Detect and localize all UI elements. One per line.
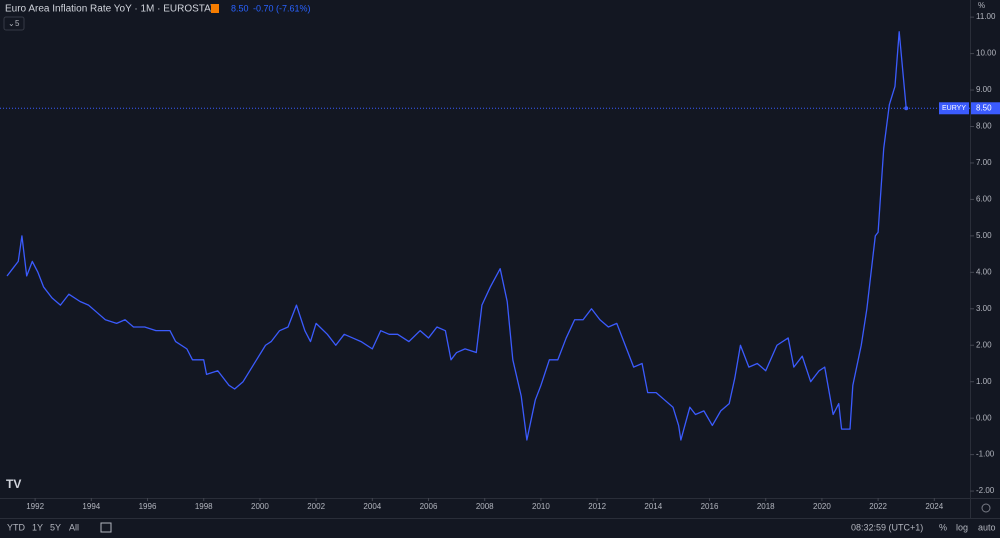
range-button[interactable]: 1Y <box>32 522 43 532</box>
x-tick-label: 2022 <box>869 502 887 511</box>
flag-icon <box>211 4 219 13</box>
last-value: 8.50 <box>231 3 249 13</box>
auto-toggle[interactable]: auto <box>978 522 996 532</box>
x-tick-label: 2024 <box>925 502 943 511</box>
x-tick-label: 2000 <box>251 502 269 511</box>
y-tick-label: 4.00 <box>976 267 992 276</box>
collapsed-count: 5 <box>15 19 20 28</box>
x-tick-label: 2006 <box>420 502 438 511</box>
price-axis-label-bg <box>971 102 1000 115</box>
line-series <box>6 31 907 441</box>
x-tick-label: 1992 <box>26 502 44 511</box>
logo: TV <box>6 477 21 491</box>
y-tick-label: 6.00 <box>976 195 992 204</box>
x-tick-label: 1994 <box>82 502 100 511</box>
price-label-name: EURYY <box>942 105 966 112</box>
x-tick-label: 1998 <box>195 502 213 511</box>
collapse-arrow: ⌄ <box>8 19 15 28</box>
y-tick-label: 0.00 <box>976 413 992 422</box>
log-toggle[interactable]: log <box>956 522 968 532</box>
x-tick-label: 2014 <box>644 502 662 511</box>
x-tick-label: 2002 <box>307 502 325 511</box>
y-tick-label: -2.00 <box>976 486 995 495</box>
y-tick-label: 11.00 <box>976 12 996 21</box>
date-range-icon[interactable] <box>100 522 112 533</box>
y-tick-label: -1.00 <box>976 450 995 459</box>
x-tick-label: 1996 <box>139 502 157 511</box>
range-button[interactable]: YTD <box>7 522 26 532</box>
collapse-button[interactable] <box>3 16 25 31</box>
change: -0.70 (-7.61%) <box>253 3 311 13</box>
y-tick-label: 1.00 <box>976 377 992 386</box>
range-button[interactable]: 5Y <box>50 522 61 532</box>
x-tick-label: 2010 <box>532 502 550 511</box>
x-tick-label: 2018 <box>757 502 775 511</box>
y-tick-label: 2.00 <box>976 340 992 349</box>
y-tick-label: 5.00 <box>976 231 992 240</box>
x-tick-label: 2016 <box>701 502 719 511</box>
y-tick-label: 8.00 <box>976 122 992 131</box>
y-tick-label: 10.00 <box>976 49 997 58</box>
x-tick-label: 2008 <box>476 502 494 511</box>
y-tick-label: 9.00 <box>976 85 992 94</box>
x-tick-label: 2020 <box>813 502 831 511</box>
x-tick-label: 2004 <box>363 502 381 511</box>
chart-title: Euro Area Inflation Rate YoY · 1M · EURO… <box>5 4 216 15</box>
y-unit: % <box>978 1 985 10</box>
range-button[interactable]: All <box>69 522 79 532</box>
price-axis-label: 8.50 <box>976 103 992 112</box>
clock: 08:32:59 (UTC+1) <box>851 522 923 532</box>
y-tick-label: 7.00 <box>976 158 992 167</box>
settings-icon[interactable] <box>981 503 991 513</box>
price-label-bg <box>939 102 969 115</box>
percent-toggle[interactable]: % <box>939 522 947 532</box>
x-tick-label: 2012 <box>588 502 606 511</box>
y-tick-label: 3.00 <box>976 304 992 313</box>
